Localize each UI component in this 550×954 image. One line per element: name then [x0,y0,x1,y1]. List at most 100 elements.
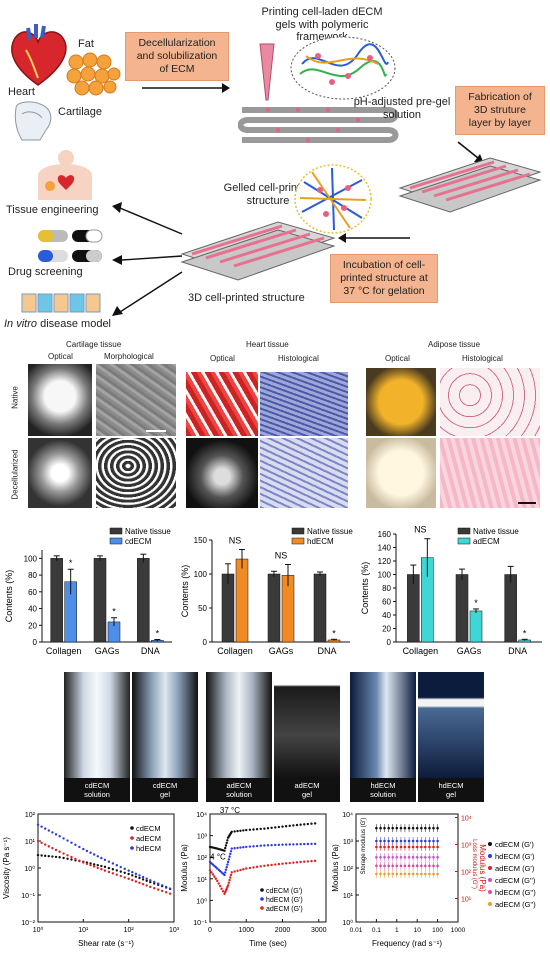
x-tick-label: Collagen [403,646,439,656]
data-point [111,872,115,875]
arrow-icon [142,83,230,93]
data-point [274,863,277,866]
y-tick-label: 10³ [343,839,354,846]
bar-chart-adipose: 0 20 40 60 80 100 120 140 160 Contents (%) Collage… [360,525,542,656]
data-point [306,842,310,846]
x-tick-label: 10¹ [78,927,89,934]
bar [267,573,281,643]
data-point [107,860,111,863]
data-point [168,892,172,895]
y-tick-label: 40 [382,611,391,620]
data-point [303,823,306,826]
legend-label: hdECM (G') [495,852,535,861]
legend-swatch [291,537,305,545]
bar [235,558,249,643]
legend-label: cdECM (G') [495,840,534,849]
legend-marker [260,897,264,901]
data-point [47,829,51,832]
data-point [82,861,85,864]
data-point [78,859,81,862]
data-point [248,828,252,831]
data-point [226,884,230,887]
legend-label: hdECM (G'') [495,888,536,897]
cartilage-native-optical [28,364,92,436]
data-point [131,874,134,877]
adipose-decell-optical [366,438,436,508]
significance-label: NS [414,525,427,535]
data-point [218,884,222,888]
fabrication-box: Fabrication of 3D struture layer by laye… [455,86,545,136]
data-point [66,839,69,842]
data-point [107,870,111,874]
data-point [149,885,152,889]
x-tick-label: GAGs [269,646,294,656]
data-point [100,864,103,868]
data-point [284,862,288,865]
data-point [141,875,145,879]
y-tick-label: 100 [194,570,208,579]
data-point [277,843,281,847]
scale-bar [146,430,166,432]
data-point [303,860,306,863]
bar [504,574,517,643]
invitro-rest: disease model [37,318,112,330]
data-point [103,869,107,872]
y-tick-label: 10² [343,866,354,873]
optical-label: Optical [48,352,73,361]
y-tick-label-right: 10¹ [461,897,472,904]
x-axis-label: Time (sec) [249,939,287,948]
gel-caption: hdECM gel [418,778,484,802]
y-tick-label: 10⁰ [196,897,207,905]
data-point [292,843,295,846]
y-tick-label: 10⁻² [21,920,35,927]
data-point [134,872,138,876]
data-point [96,866,99,870]
data-point [47,845,51,848]
x-tick-label: 3000 [311,927,327,934]
data-point [214,877,217,880]
data-point [103,858,107,862]
data-point [145,884,148,887]
cdecm-solution-photo [64,672,130,778]
cartilage-native-sem [96,364,176,436]
data-point [277,825,281,829]
data-point [270,843,273,847]
data-point [263,827,266,830]
x-tick-label: 0 [208,927,212,934]
legend-label: hdECM [136,844,161,853]
data-point [259,865,262,868]
data-point [138,881,141,885]
data-point [274,826,277,829]
data-point [224,844,228,847]
bar [407,574,420,643]
significance-label: * [523,628,527,638]
bar [469,610,483,643]
legend-label: Native tissue [473,527,519,536]
cartilage-label: Cartilage [58,106,103,118]
y-tick-label: 20 [28,621,37,630]
data-point [227,858,231,861]
data-point [127,877,130,880]
data-point [299,842,302,846]
data-point [284,825,288,828]
data-point [229,850,233,853]
data-point [92,853,96,856]
data-point [220,887,223,890]
data-point [236,829,239,833]
data-point [123,871,126,875]
data-point [92,863,96,866]
plot-frame [355,813,459,923]
x-tick-label: 1 [395,927,399,934]
data-point [225,865,228,869]
data-point [252,866,255,869]
data-point [164,891,168,894]
data-point [242,846,245,849]
data-point [149,880,152,884]
data-point [239,829,242,832]
data-point [36,823,40,826]
data-point [233,830,236,833]
bar [93,558,107,643]
data-point [281,843,284,846]
data-point [78,845,81,849]
data-point [66,857,69,860]
